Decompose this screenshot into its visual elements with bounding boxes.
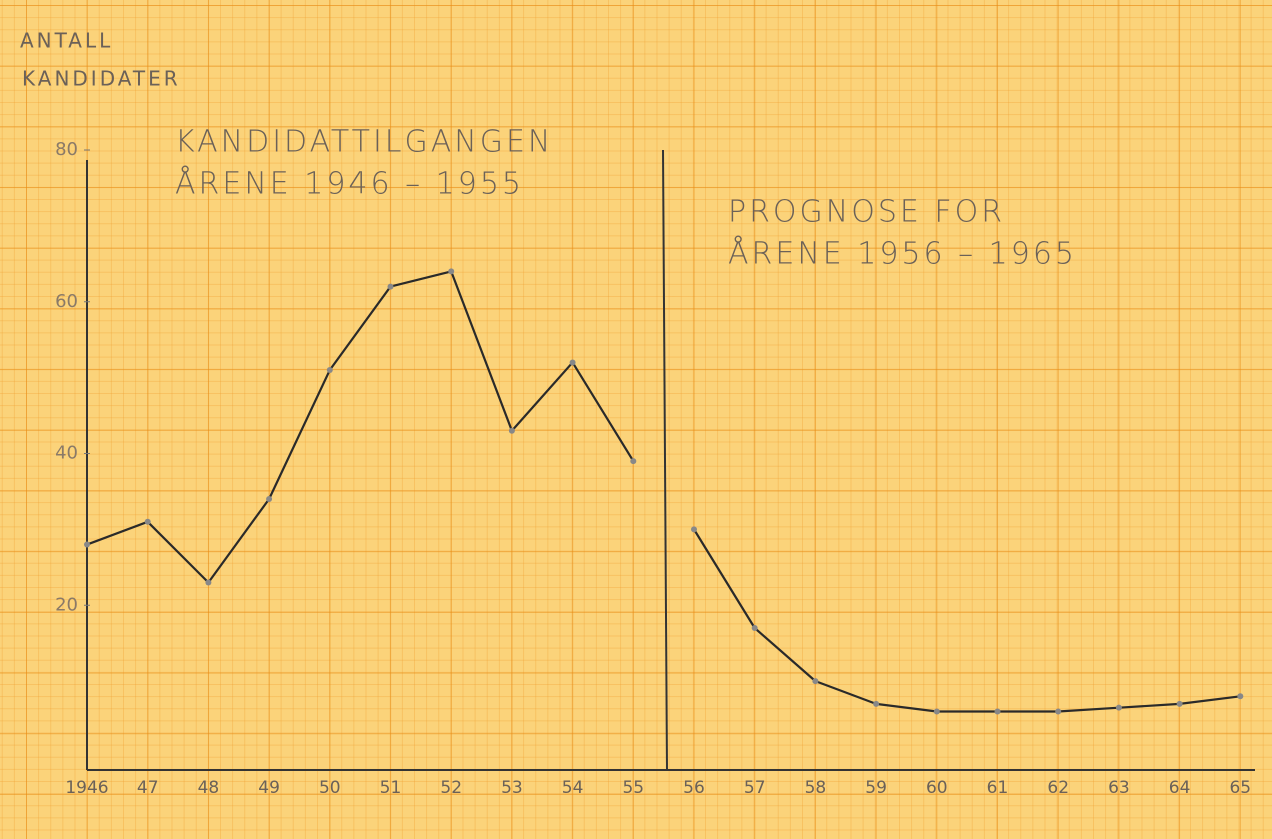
data-point	[630, 458, 636, 464]
line-series	[694, 529, 1240, 711]
x-tick-label: 60	[926, 778, 948, 798]
x-tick-label: 51	[380, 778, 402, 798]
x-tick-label: 48	[198, 778, 220, 798]
data-point	[934, 708, 940, 714]
x-tick-label: 56	[683, 778, 705, 798]
y-tick-label: 60	[55, 291, 78, 312]
annotation: ÅRENE 1956 – 1965	[728, 235, 1077, 272]
x-tick-label: 1946	[65, 778, 108, 798]
data-point	[1237, 693, 1243, 699]
data-point	[327, 367, 333, 373]
x-tick-label: 64	[1169, 778, 1191, 798]
data-point	[873, 701, 879, 707]
data-point	[145, 519, 151, 525]
x-tick-label: 50	[319, 778, 341, 798]
annotation: PROGNOSE FOR	[728, 195, 1005, 230]
data-point	[691, 526, 697, 532]
x-tick-label: 58	[805, 778, 827, 798]
x-tick-label: 57	[744, 778, 766, 798]
x-tick-label: 62	[1047, 778, 1069, 798]
y-tick-label: 20	[55, 594, 78, 615]
data-point	[1116, 705, 1122, 711]
data-point	[266, 496, 272, 502]
y-axis-label: ANTALL	[20, 29, 113, 53]
data-point	[812, 678, 818, 684]
x-tick-label: 49	[258, 778, 280, 798]
x-tick-label: 63	[1108, 778, 1130, 798]
x-tick-label: 52	[440, 778, 462, 798]
y-tick-label: 40	[55, 443, 78, 464]
annotation: KANDIDATTILGANGEN	[175, 125, 553, 160]
x-tick-label: 47	[137, 778, 159, 798]
data-point	[1177, 701, 1183, 707]
x-tick-label: 53	[501, 778, 523, 798]
data-point	[995, 708, 1001, 714]
divider	[663, 150, 667, 770]
x-tick-label: 61	[987, 778, 1009, 798]
annotation: ÅRENE 1946 – 1955	[175, 165, 524, 202]
data-point	[448, 268, 454, 274]
data-point	[570, 359, 576, 365]
x-tick-label: 55	[622, 778, 644, 798]
x-tick-label: 59	[865, 778, 887, 798]
data-point	[388, 284, 394, 290]
data-point	[84, 542, 90, 548]
data-point	[509, 428, 515, 434]
x-tick-label: 54	[562, 778, 584, 798]
line-series	[87, 271, 633, 582]
y-tick-label: 80	[55, 139, 78, 160]
y-axis-label: KANDIDATER	[22, 67, 181, 91]
data-point	[205, 579, 211, 585]
x-tick-label: 65	[1229, 778, 1251, 798]
chart: ANTALL KANDIDATER KANDIDATTILGANGEN ÅREN…	[0, 0, 1272, 839]
data-point	[752, 625, 758, 631]
data-point	[1055, 708, 1061, 714]
